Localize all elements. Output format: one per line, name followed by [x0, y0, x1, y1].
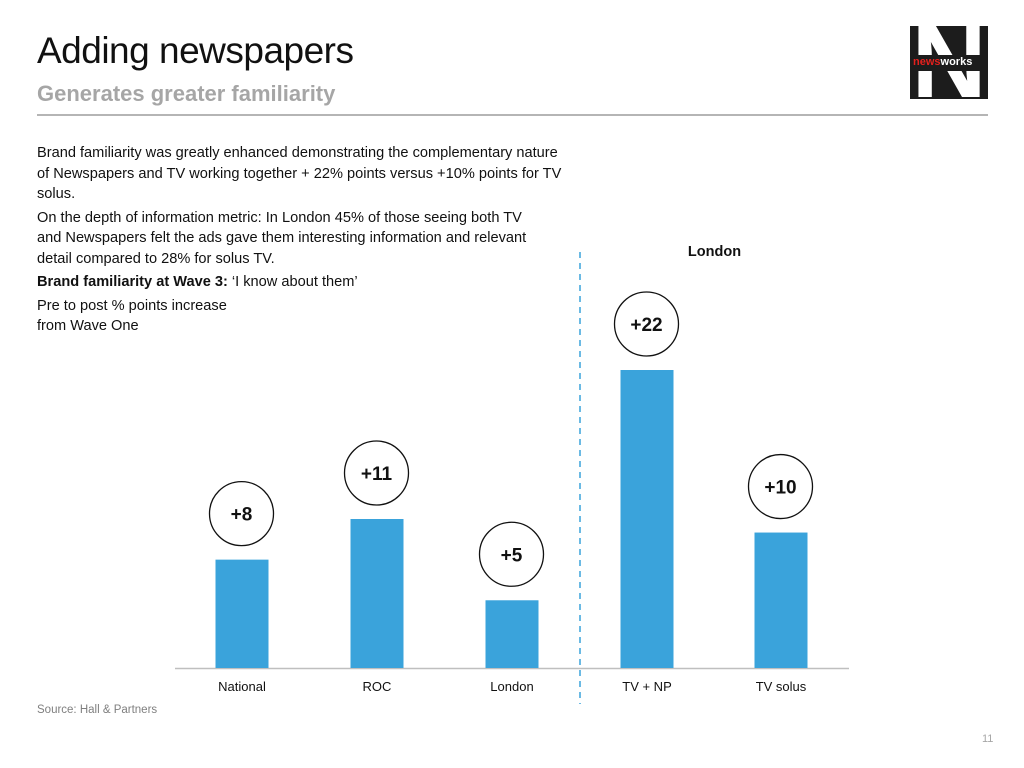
- header-divider: [37, 114, 988, 116]
- data-label-circle: [613, 291, 680, 357]
- data-label: +10: [764, 478, 796, 499]
- body-paragraph-2: On the depth of information metric: In L…: [37, 209, 527, 267]
- bar-tv-solus: [754, 532, 808, 668]
- page-title: Adding newspapers: [37, 30, 354, 71]
- chart-note: Pre to post % points increase from Wave O…: [37, 296, 582, 337]
- chart-note-line-2: from Wave One: [37, 318, 139, 334]
- body-paragraph-1: Brand familiarity was greatly enhanced d…: [37, 145, 562, 202]
- category-label: ROC: [363, 679, 392, 694]
- data-label-circle: [747, 453, 814, 520]
- data-label: +5: [501, 545, 523, 566]
- chart-heading-bold: Brand familiarity at Wave 3:: [37, 274, 228, 290]
- chart-note-line-1: Pre to post % points increase: [37, 297, 227, 314]
- bar-tv-np: [620, 370, 674, 668]
- category-label: TV + NP: [622, 679, 672, 694]
- chart-heading-rest: ‘I know about them’: [227, 274, 358, 290]
- logo-wordmark: newsworks: [913, 56, 972, 69]
- bar-london: [485, 600, 539, 668]
- category-label: TV solus: [756, 679, 807, 694]
- logo-wordmark-works: works: [940, 56, 973, 68]
- body-text: Brand familiarity was greatly enhanced d…: [37, 143, 582, 340]
- logo-wordmark-news: news: [913, 56, 941, 68]
- page-subtitle: Generates greater familiarity: [37, 81, 336, 106]
- data-label: +11: [361, 464, 393, 485]
- data-label-circle: [478, 521, 545, 587]
- data-label-circle: [208, 480, 275, 547]
- data-label: +8: [231, 505, 253, 526]
- group-label: London: [688, 244, 741, 260]
- category-label: London: [490, 679, 533, 694]
- bar-roc: [350, 519, 404, 668]
- page-number: 11: [982, 733, 994, 745]
- logo-strip: [910, 55, 988, 71]
- data-label: +22: [630, 315, 662, 336]
- category-label: National: [218, 679, 266, 694]
- bar-national: [215, 559, 269, 668]
- data-label-circle: [343, 440, 410, 506]
- source-note: Source: Hall & Partners: [37, 704, 158, 716]
- chart-heading: Brand familiarity at Wave 3: ‘I know abo…: [37, 272, 582, 293]
- newsworks-logo: N newsworks: [910, 26, 988, 99]
